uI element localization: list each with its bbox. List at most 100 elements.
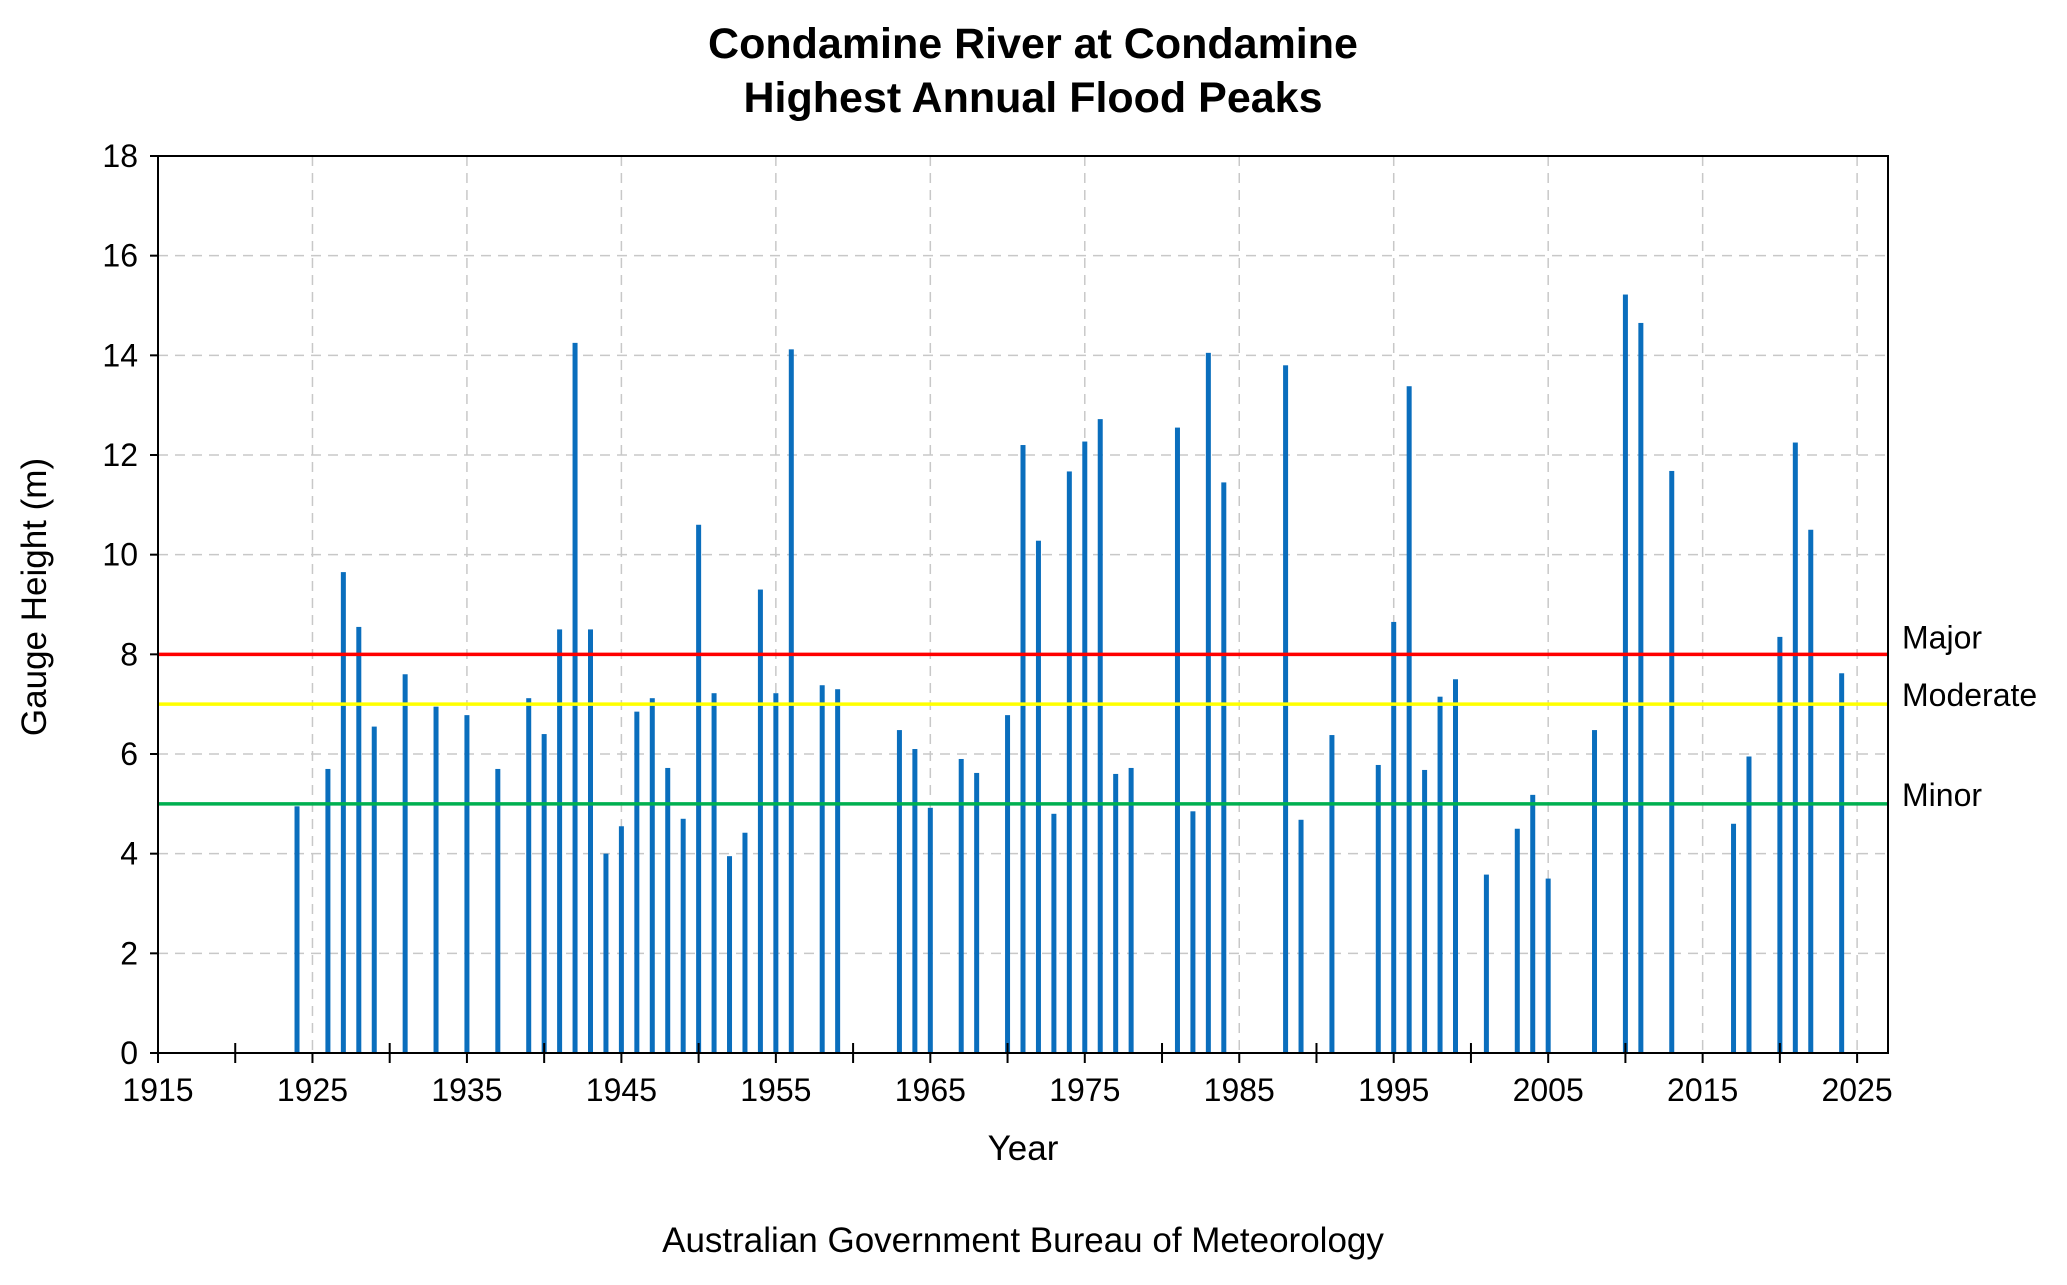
- bar-1956: [788, 349, 794, 1053]
- bar-1951: [711, 693, 717, 1053]
- y-tick-label: 10: [102, 537, 138, 573]
- threshold-label-minor: Minor: [1902, 777, 1982, 813]
- y-axis-title: Gauge Height (m): [15, 458, 54, 736]
- bar-1945: [618, 826, 624, 1053]
- bar-1970: [1005, 715, 1011, 1053]
- x-tick-label: 1985: [1204, 1072, 1275, 1108]
- bar-2010: [1622, 294, 1628, 1054]
- bar-1996: [1406, 386, 1412, 1054]
- bar-1950: [696, 524, 702, 1053]
- x-tick-label: 1945: [586, 1072, 657, 1108]
- bar-1928: [356, 626, 362, 1053]
- plot-frame: [157, 155, 1889, 1054]
- bar-1946: [634, 711, 640, 1053]
- bar-1937: [495, 768, 501, 1053]
- bar-1994: [1375, 764, 1381, 1053]
- bar-1997: [1422, 769, 1428, 1053]
- x-axis-title: Year: [988, 1129, 1059, 1168]
- bar-1949: [680, 818, 686, 1053]
- bar-2003: [1514, 828, 1520, 1053]
- bar-1978: [1128, 767, 1134, 1053]
- bar-1982: [1190, 811, 1196, 1053]
- bar-1955: [773, 693, 779, 1053]
- bar-1941: [557, 629, 563, 1053]
- x-tick-label: 2005: [1513, 1072, 1584, 1108]
- bar-1964: [912, 749, 918, 1053]
- y-tick-label: 16: [102, 238, 138, 274]
- x-tick-label: 1915: [122, 1072, 193, 1108]
- bar-1989: [1298, 819, 1304, 1053]
- bar-1988: [1283, 365, 1289, 1053]
- bar-1947: [649, 698, 655, 1053]
- source-caption: Australian Government Bureau of Meteorol…: [662, 1221, 1384, 1260]
- x-tick-label: 2025: [1822, 1072, 1893, 1108]
- bar-1974: [1066, 471, 1072, 1053]
- y-tick-label: 14: [102, 337, 138, 373]
- bar-1944: [603, 853, 609, 1053]
- x-tick-label: 1975: [1049, 1072, 1120, 1108]
- y-tick-label: 18: [102, 138, 138, 174]
- x-tick-label: 1955: [740, 1072, 811, 1108]
- bar-1959: [835, 689, 841, 1053]
- bar-2022: [1808, 529, 1814, 1053]
- bar-1931: [402, 674, 408, 1053]
- bar-1991: [1329, 735, 1335, 1053]
- bar-1963: [896, 730, 902, 1053]
- bar-1954: [757, 589, 763, 1053]
- bar-2021: [1792, 442, 1798, 1054]
- bar-1943: [588, 629, 593, 1053]
- bar-2024: [1839, 673, 1845, 1053]
- bar-1998: [1437, 696, 1443, 1053]
- bar-1999: [1453, 679, 1458, 1053]
- bar-1924: [294, 806, 300, 1053]
- x-tick-label: 1965: [895, 1072, 966, 1108]
- bar-1973: [1051, 813, 1057, 1053]
- bar-1952: [727, 856, 733, 1053]
- y-tick-label: 12: [102, 437, 138, 473]
- bar-1967: [958, 758, 964, 1053]
- bar-1984: [1221, 482, 1227, 1053]
- bar-1976: [1097, 419, 1103, 1053]
- bar-2011: [1638, 322, 1644, 1054]
- bar-1926: [325, 768, 331, 1053]
- bar-1972: [1035, 540, 1041, 1053]
- bar-2004: [1530, 794, 1536, 1053]
- bar-1942: [572, 342, 578, 1053]
- x-axis-ticks: 1915 1925 1935 1945 1955 1965 1975 1985 1995 2005…: [122, 1043, 1893, 1108]
- x-tick-label: 2015: [1667, 1072, 1738, 1108]
- threshold-label-major: Major: [1902, 619, 1982, 655]
- bar-1975: [1082, 441, 1088, 1053]
- bar-1940: [541, 734, 547, 1053]
- bar-1953: [742, 832, 748, 1053]
- bar-1933: [433, 706, 439, 1053]
- grid-lines: [158, 156, 1888, 1053]
- y-tick-label: 0: [120, 1035, 138, 1071]
- reference-lines: Major Moderate Minor: [158, 619, 2037, 813]
- y-tick-label: 8: [120, 636, 138, 672]
- bar-1927: [340, 572, 346, 1053]
- chart-subtitle: Highest Annual Flood Peaks: [744, 74, 1323, 122]
- bar-1968: [974, 772, 980, 1053]
- x-tick-label: 1995: [1358, 1072, 1429, 1108]
- chart-title: Condamine River at Condamine: [708, 20, 1358, 68]
- bar-1995: [1391, 621, 1397, 1053]
- bar-1977: [1113, 773, 1119, 1053]
- bar-2008: [1592, 730, 1598, 1053]
- bar-2013: [1669, 470, 1675, 1053]
- y-tick-label: 2: [120, 935, 138, 971]
- bar-2005: [1545, 878, 1551, 1053]
- bar-1981: [1174, 427, 1180, 1053]
- bar-1958: [819, 685, 825, 1053]
- bar-2020: [1777, 636, 1783, 1053]
- bar-1948: [665, 767, 671, 1053]
- bar-2017: [1731, 823, 1737, 1053]
- y-tick-label: 4: [120, 836, 138, 872]
- y-axis-ticks: 0 2 4 6 8 10 12 14 16 18: [102, 138, 158, 1071]
- x-tick-label: 1925: [277, 1072, 348, 1108]
- bar-1935: [464, 715, 470, 1053]
- bar-1929: [371, 726, 377, 1053]
- bar-1939: [526, 698, 532, 1053]
- bar-2018: [1746, 756, 1752, 1053]
